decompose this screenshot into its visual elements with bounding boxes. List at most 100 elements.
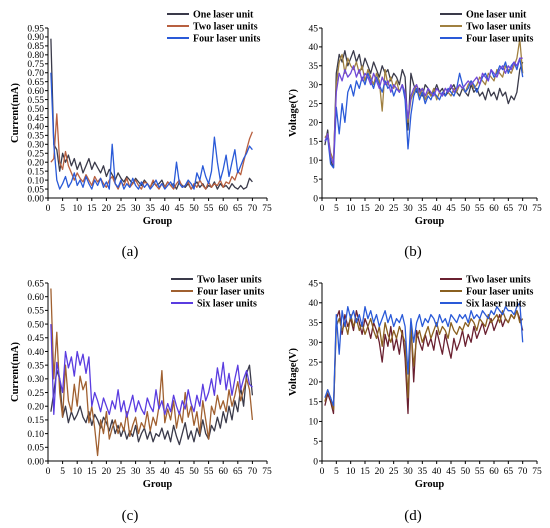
y-tick-label: 0.10 [27,176,44,186]
legend-label: Four laser units [197,287,265,298]
y-tick-label: 0.60 [27,293,44,303]
x-tick-label: 0 [46,204,51,214]
x-tick-label: 65 [504,204,514,214]
x-tick-label: 65 [233,467,243,477]
legend-label: One laser unit [466,10,527,21]
y-tick-label: 0.50 [27,320,44,330]
x-tick-label: 30 [131,467,141,477]
legend-label: Six laser units [197,299,257,310]
y-tick-label: 0.40 [27,123,44,133]
y-tick-label: 0.25 [27,389,44,399]
legend-label: Six laser units [466,299,526,310]
y-tick-label: 10 [309,157,319,167]
x-tick-label: 70 [518,467,528,477]
y-tick-label: 0.25 [27,150,44,160]
y-tick-label: 0.95 [27,24,44,34]
y-tick-label: 0 [313,194,318,204]
x-tick-label: 60 [489,204,499,214]
panel-label: (c) [122,508,139,524]
x-tick-label: 45 [446,204,456,214]
x-tick-label: 30 [403,467,413,477]
y-tick-label: 0.45 [27,114,44,124]
x-tick-label: 50 [189,467,199,477]
x-tick-label: 55 [475,467,485,477]
legend-label: Four laser units [466,287,534,298]
legend-label: One laser unit [193,10,254,21]
y-tick-label: 0.00 [27,457,44,467]
y-tick-label: 25 [309,100,319,110]
x-tick-label: 25 [389,467,399,477]
x-tick-label: 20 [375,204,385,214]
y-tick-label: 0.05 [27,444,44,454]
y-tick-label: 45 [309,24,319,34]
y-axis-title: Current(mA) [10,83,21,143]
y-tick-label: 35 [309,319,319,329]
x-tick-label: 70 [248,467,258,477]
x-tick-label: 35 [145,467,155,477]
x-tick-label: 50 [461,204,471,214]
legend-label: Two laser units [466,22,531,33]
x-tick-label: 55 [204,467,214,477]
x-tick-label: 55 [204,204,214,214]
series-line-4 [324,57,523,165]
y-tick-label: 30 [309,339,319,349]
chart-panel-a: 0 5 10 15 20 25 30 35 40 45 50 55 60 65 70 750.000.050.… [10,10,272,261]
x-tick-label: 75 [532,467,542,477]
series-line-2 [324,310,524,411]
x-tick-label: 40 [160,467,170,477]
x-tick-label: 65 [504,467,514,477]
x-tick-label: 35 [418,467,428,477]
legend-label: Four laser units [466,34,534,45]
x-tick-label: 55 [475,204,485,214]
x-tick-label: 20 [102,467,112,477]
x-tick-label: 30 [131,204,141,214]
y-tick-label: 20 [309,378,319,388]
y-tick-label: 0.35 [27,361,44,371]
x-tick-label: 5 [334,467,339,477]
y-tick-label: 0.60 [27,87,44,97]
x-tick-label: 0 [320,467,325,477]
y-tick-label: 25 [309,358,319,368]
x-tick-label: 5 [334,204,339,214]
x-tick-label: 40 [432,467,442,477]
y-tick-label: 0.15 [27,167,44,177]
y-tick-label: 0.30 [27,141,44,151]
x-tick-label: 40 [432,204,442,214]
y-tick-label: 10 [309,418,319,428]
x-tick-label: 5 [60,467,65,477]
x-tick-label: 70 [518,204,528,214]
y-tick-label: 40 [309,43,319,53]
series-line-2 [50,113,254,190]
legend-label: Two laser units [197,275,262,286]
y-tick-label: 15 [309,398,319,408]
y-tick-label: 0.80 [27,51,44,61]
x-tick-label: 15 [87,204,97,214]
x-tick-label: 10 [72,204,82,214]
y-tick-label: 0.10 [27,430,44,440]
x-tick-label: 70 [248,204,258,214]
y-tick-label: 0.65 [27,279,44,289]
x-tick-label: 40 [160,204,170,214]
x-axis-title: Group [415,216,445,227]
x-tick-label: 15 [360,467,370,477]
y-tick-label: 0.40 [27,348,44,358]
x-tick-label: 30 [403,204,413,214]
chart-panel-d: 0 5 10 15 20 25 30 35 40 45 50 55 60 65 70 750510152025… [288,275,542,525]
x-tick-label: 65 [233,204,243,214]
x-tick-label: 35 [145,204,155,214]
y-axis-title: Current(mA) [10,342,21,402]
series-line-1 [324,50,524,169]
x-axis-title: Group [415,479,445,490]
y-axis-title: Voltage(V) [288,347,299,396]
y-tick-label: 0.35 [27,132,44,142]
x-tick-label: 0 [46,467,51,477]
x-tick-label: 5 [60,204,65,214]
y-tick-label: 20 [309,119,319,129]
x-tick-label: 15 [360,204,370,214]
y-tick-label: 0.90 [27,33,44,43]
y-tick-label: 0.85 [27,42,44,52]
panel-label: (d) [404,508,422,524]
chart-panel-b: 0 5 10 15 20 25 30 35 40 45 50 55 60 65 70 750510152025… [288,10,542,261]
x-tick-label: 60 [218,204,228,214]
